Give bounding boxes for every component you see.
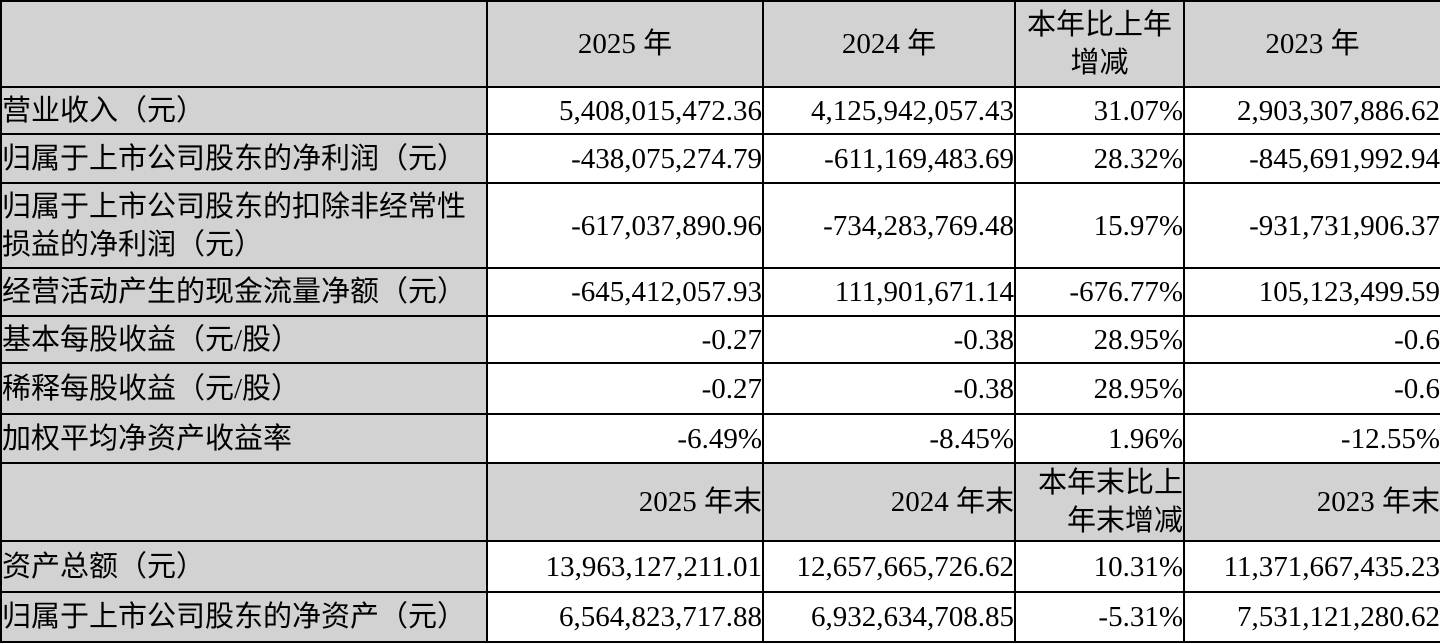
value-2024: 111,901,671.14 — [762, 267, 1016, 317]
table-row-operating-cash-flow: 经营活动产生的现金流量净额（元） -645,412,057.93 111,901… — [0, 267, 1440, 317]
row-label: 归属于上市公司股东的净利润（元） — [0, 133, 488, 184]
value-2024: -8.45% — [762, 413, 1016, 464]
value-2024: -734,283,769.48 — [762, 182, 1016, 269]
header-year-end-change: 本年末比上 年末增减 — [1014, 462, 1185, 542]
value-2023: -12.55% — [1183, 413, 1440, 464]
value-2025: -438,075,274.79 — [486, 133, 764, 184]
value-change: -5.31% — [1014, 591, 1185, 643]
value-2024: -611,169,483.69 — [762, 133, 1016, 184]
row-label: 基本每股收益（元/股） — [0, 315, 488, 364]
value-2025: 6,564,823,717.88 — [486, 591, 764, 643]
value-change: 28.95% — [1014, 315, 1185, 364]
value-2024: -0.38 — [762, 362, 1016, 415]
row-label: 加权平均净资产收益率 — [0, 413, 488, 464]
header-2025-end: 2025 年末 — [486, 462, 764, 542]
value-2023: 11,371,667,435.23 — [1183, 540, 1440, 593]
value-change: 1.96% — [1014, 413, 1185, 464]
value-2025: -6.49% — [486, 413, 764, 464]
table-row-weighted-avg-roe: 加权平均净资产收益率 -6.49% -8.45% 1.96% -12.55% — [0, 413, 1440, 464]
value-change: -676.77% — [1014, 267, 1185, 317]
header-2024-end: 2024 年末 — [762, 462, 1016, 542]
value-change: 31.07% — [1014, 86, 1185, 135]
row-label: 稀释每股收益（元/股） — [0, 362, 488, 415]
row-label: 归属于上市公司股东的扣除非经常性损益的净利润（元） — [0, 182, 488, 269]
header-end-corner — [0, 462, 488, 542]
value-2024: 6,932,634,708.85 — [762, 591, 1016, 643]
header-2025: 2025 年 — [486, 0, 764, 88]
value-2025: -617,037,890.96 — [486, 182, 764, 269]
row-label: 营业收入（元） — [0, 86, 488, 135]
value-2025: -0.27 — [486, 315, 764, 364]
header-row-period: 2025 年 2024 年 本年比上年 增减 2023 年 — [0, 0, 1440, 88]
value-2023: 7,531,121,280.62 — [1183, 591, 1440, 643]
row-label: 资产总额（元） — [0, 540, 488, 593]
table-row-diluted-eps: 稀释每股收益（元/股） -0.27 -0.38 28.95% -0.6 — [0, 362, 1440, 415]
header-corner — [0, 0, 488, 88]
value-2023: 105,123,499.59 — [1183, 267, 1440, 317]
table-row-net-profit-excl-nonrecurring: 归属于上市公司股东的扣除非经常性损益的净利润（元） -617,037,890.9… — [0, 182, 1440, 269]
table-row-basic-eps: 基本每股收益（元/股） -0.27 -0.38 28.95% -0.6 — [0, 315, 1440, 364]
value-2025: 13,963,127,211.01 — [486, 540, 764, 593]
table-row-revenue: 营业收入（元） 5,408,015,472.36 4,125,942,057.4… — [0, 86, 1440, 135]
header-row-year-end: 2025 年末 2024 年末 本年末比上 年末增减 2023 年末 — [0, 462, 1440, 542]
header-yoy-change: 本年比上年 增减 — [1014, 0, 1185, 88]
value-change: 10.31% — [1014, 540, 1185, 593]
value-2025: -645,412,057.93 — [486, 267, 764, 317]
table-row-total-assets: 资产总额（元） 13,963,127,211.01 12,657,665,726… — [0, 540, 1440, 593]
value-change: 28.32% — [1014, 133, 1185, 184]
value-2025: -0.27 — [486, 362, 764, 415]
value-2023: 2,903,307,886.62 — [1183, 86, 1440, 135]
header-2024: 2024 年 — [762, 0, 1016, 88]
header-2023: 2023 年 — [1183, 0, 1440, 88]
row-label: 经营活动产生的现金流量净额（元） — [0, 267, 488, 317]
header-2023-end: 2023 年末 — [1183, 462, 1440, 542]
table-row-net-profit: 归属于上市公司股东的净利润（元） -438,075,274.79 -611,16… — [0, 133, 1440, 184]
value-2025: 5,408,015,472.36 — [486, 86, 764, 135]
value-2023: -931,731,906.37 — [1183, 182, 1440, 269]
value-2023: -0.6 — [1183, 362, 1440, 415]
value-2024: -0.38 — [762, 315, 1016, 364]
value-2024: 4,125,942,057.43 — [762, 86, 1016, 135]
value-change: 15.97% — [1014, 182, 1185, 269]
value-2023: -845,691,992.94 — [1183, 133, 1440, 184]
table-row-net-assets: 归属于上市公司股东的净资产（元） 6,564,823,717.88 6,932,… — [0, 591, 1440, 643]
row-label: 归属于上市公司股东的净资产（元） — [0, 591, 488, 643]
value-2023: -0.6 — [1183, 315, 1440, 364]
value-change: 28.95% — [1014, 362, 1185, 415]
value-2024: 12,657,665,726.62 — [762, 540, 1016, 593]
